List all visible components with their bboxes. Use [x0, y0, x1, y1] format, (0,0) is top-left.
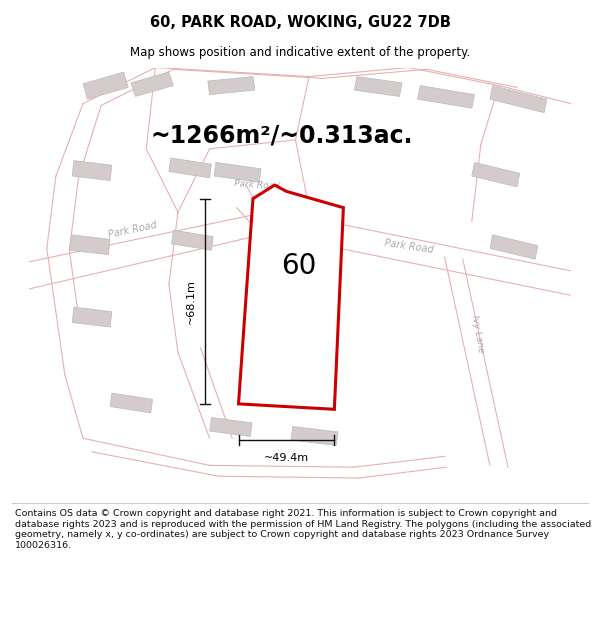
Text: ~68.1m: ~68.1m: [186, 279, 196, 324]
Polygon shape: [70, 235, 110, 254]
Text: ~1266m²/~0.313ac.: ~1266m²/~0.313ac.: [151, 123, 413, 148]
Text: Contains OS data © Crown copyright and database right 2021. This information is : Contains OS data © Crown copyright and d…: [15, 509, 591, 550]
Polygon shape: [209, 418, 252, 436]
Polygon shape: [72, 307, 112, 327]
Text: Park Road: Park Road: [383, 238, 434, 255]
Polygon shape: [239, 185, 343, 409]
Text: ~49.4m: ~49.4m: [264, 452, 309, 462]
Polygon shape: [110, 393, 152, 413]
Polygon shape: [169, 158, 211, 178]
Polygon shape: [490, 235, 538, 259]
Polygon shape: [214, 162, 261, 182]
Text: Map shows position and indicative extent of the property.: Map shows position and indicative extent…: [130, 46, 470, 59]
Polygon shape: [72, 161, 112, 181]
Text: Park Road: Park Road: [107, 220, 158, 241]
Text: Park Road: Park Road: [233, 179, 280, 191]
Text: 60: 60: [281, 252, 317, 280]
Polygon shape: [131, 72, 173, 96]
Polygon shape: [172, 230, 213, 250]
Polygon shape: [83, 72, 128, 99]
Text: 60, PARK ROAD, WOKING, GU22 7DB: 60, PARK ROAD, WOKING, GU22 7DB: [149, 15, 451, 30]
Polygon shape: [208, 76, 255, 94]
Text: Ivy Lane: Ivy Lane: [470, 315, 485, 354]
Polygon shape: [418, 86, 475, 108]
Polygon shape: [490, 86, 547, 112]
Polygon shape: [472, 162, 520, 187]
Polygon shape: [291, 426, 338, 446]
Polygon shape: [354, 76, 402, 96]
